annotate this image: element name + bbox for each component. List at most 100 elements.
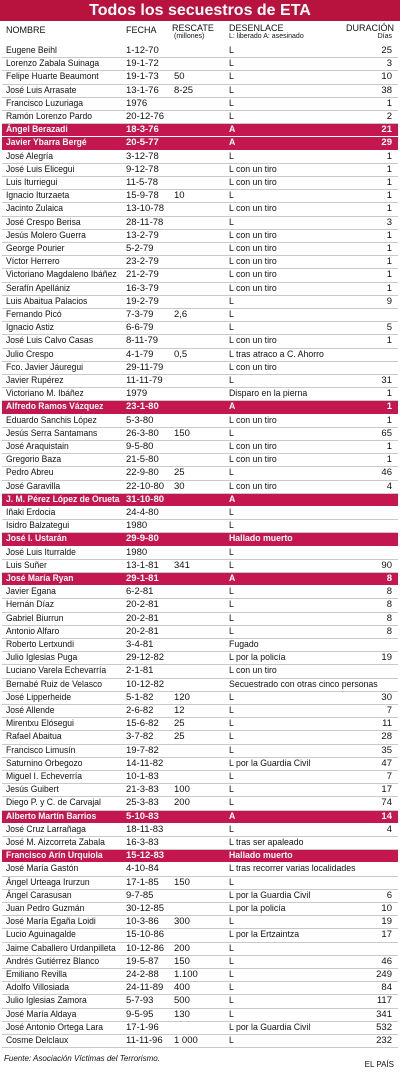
cell-ransom: 341 xyxy=(174,559,190,571)
cell-days: 38 xyxy=(381,84,392,96)
cell-name: José Luis Calvo Casas xyxy=(6,335,93,347)
table-row: José María Ryan 29-1-81 A 8 xyxy=(2,573,398,587)
cell-name: Adolfo Villosiada xyxy=(6,982,70,994)
cell-name: Ramón Lorenzo Pardo xyxy=(6,111,93,122)
cell-days: 10 xyxy=(381,71,392,83)
cell-outcome: L xyxy=(229,625,234,637)
cell-name: Victoriano M. Ibáñez xyxy=(6,388,84,400)
cell-date: 5-10-83 xyxy=(126,810,159,822)
cell-days: 28 xyxy=(381,731,392,743)
cell-outcome: L xyxy=(229,982,234,994)
cell-name: Alfredo Ramos Vázquez xyxy=(6,401,104,413)
cell-date: 19-2-79 xyxy=(126,295,159,307)
cell-outcome: L xyxy=(229,84,234,96)
table-row: Julio Crespo 4-1-79 0,5 L tras atraco a C. … xyxy=(2,349,398,362)
cell-date: 18-3-76 xyxy=(126,124,159,136)
table-row: Javier Egana 6-2-81 L 8 xyxy=(2,586,398,600)
cell-name: Eugene Beihl xyxy=(6,45,57,56)
cell-outcome: L xyxy=(229,955,234,967)
cell-date: 2-6-82 xyxy=(126,705,154,716)
cell-ransom: 150 xyxy=(174,955,190,967)
cell-ransom: 2,6 xyxy=(174,309,188,320)
cell-date: 24-4-80 xyxy=(126,507,159,518)
cell-outcome: L con un tiro xyxy=(229,177,277,188)
cell-days: 8 xyxy=(386,625,392,637)
cell-date: 23-1-80 xyxy=(126,401,159,413)
cell-date: 1980 xyxy=(126,546,148,558)
cell-name: Ángel Berazadi xyxy=(6,124,68,136)
cell-outcome: L xyxy=(229,1008,234,1020)
cell-name: José Araquistain xyxy=(6,441,69,452)
cell-days: 7 xyxy=(386,771,392,782)
cell-date: 26-3-80 xyxy=(126,427,159,439)
cell-name: José I. Ustarán xyxy=(6,533,67,545)
cell-name: Julio Crespo xyxy=(6,348,54,360)
cell-days: 17 xyxy=(381,784,392,796)
table-row: Cosme Delclaux 11-11-96 1 000 L 232 xyxy=(2,1035,398,1049)
cell-name: Luis Iturriegui xyxy=(6,177,58,188)
cell-date: 20-2-81 xyxy=(126,612,159,624)
cell-name: José María Gastón xyxy=(6,863,79,875)
cell-name: Luis Abaitua Palacios xyxy=(6,295,88,307)
cell-days: 4 xyxy=(386,480,392,492)
cell-outcome: L con un tiro xyxy=(229,269,277,281)
cell-ransom: 120 xyxy=(174,691,190,703)
cell-days: 90 xyxy=(381,559,392,571)
cell-date: 15-12-83 xyxy=(126,850,165,862)
cell-ransom: 50 xyxy=(174,71,185,83)
cell-outcome: L por la Guardia Civil xyxy=(229,757,311,769)
table-row: Emiliano Revilla 24-2-88 1.100 L 249 xyxy=(2,969,398,983)
cell-days: 1 xyxy=(386,335,392,347)
table-row: Francisco Arín Urquiola 15-12-83 Hallado m… xyxy=(2,850,398,864)
cell-date: 19-1-73 xyxy=(126,71,159,83)
cell-date: 11-11-96 xyxy=(126,1035,163,1046)
cell-outcome: L xyxy=(229,797,234,809)
cell-days: 1 xyxy=(386,441,392,452)
cell-outcome: L xyxy=(229,45,234,56)
cell-name: Jacinto Zulaica xyxy=(6,203,64,215)
cell-outcome: L xyxy=(229,744,234,756)
cell-outcome: L xyxy=(229,111,234,122)
cell-outcome: A xyxy=(229,810,236,822)
cell-days: 35 xyxy=(381,744,392,756)
table-row: Iñaki Erdocia 24-4-80 L xyxy=(2,507,398,521)
cell-outcome: L con un tiro xyxy=(229,163,277,175)
table-row: Hernán Díaz 20-2-81 L 8 xyxy=(2,599,398,613)
cell-date: 28-11-78 xyxy=(126,216,164,228)
table-row: Saturnino Orbegozo 14-11-82 L por la Guard… xyxy=(2,758,398,771)
cell-name: Alberto Martín Barrios xyxy=(6,810,97,822)
cell-name: Javier Egana xyxy=(6,586,56,598)
cell-days: 1 xyxy=(386,203,392,215)
cell-outcome: L xyxy=(229,190,234,202)
cell-name: José Allende xyxy=(6,705,55,716)
cell-ransom: 8-25 xyxy=(174,84,194,96)
cell-outcome: L con un tiro xyxy=(229,282,277,294)
cell-days: 1 xyxy=(386,269,392,281)
cell-days: 8 xyxy=(386,612,392,624)
cell-date: 20-12-76 xyxy=(126,111,165,122)
cell-outcome: L con un tiro xyxy=(229,256,277,268)
cell-name: Gabriel Biurrun xyxy=(6,612,64,624)
cell-outcome: L con un tiro xyxy=(229,203,277,215)
table-row: José Crespo Berisa 28-11-78 L 3 xyxy=(2,217,398,230)
table-row: Lucio Aguinagalde 15-10-86 L por la Ertzai… xyxy=(2,929,398,943)
cell-days: 8 xyxy=(386,573,392,584)
cell-name: Fernando Picó xyxy=(6,309,62,320)
cell-days: 84 xyxy=(381,982,392,994)
cell-date: 4-1-79 xyxy=(126,348,154,360)
cell-days: 74 xyxy=(381,797,392,809)
cell-name: Francisco Luzuriaga xyxy=(6,97,83,109)
cell-ransom: 300 xyxy=(174,916,190,928)
cell-date: 13-2-79 xyxy=(126,229,159,241)
cell-date: 6-6-79 xyxy=(126,322,154,334)
cell-days: 31 xyxy=(381,375,392,386)
cell-date: 17-1-96 xyxy=(126,1021,159,1033)
cell-date: 20-5-77 xyxy=(126,137,159,149)
cell-outcome: L xyxy=(229,586,234,598)
cell-outcome: L xyxy=(229,375,234,386)
cell-ransom: 10 xyxy=(174,190,185,202)
cell-date: 5-7-93 xyxy=(126,995,154,1007)
cell-outcome: A xyxy=(229,124,236,136)
cell-outcome: L tras atraco a C. Ahorro xyxy=(229,348,324,360)
table-row: Alberto Martín Barrios 5-10-83 A 14 xyxy=(2,810,398,824)
